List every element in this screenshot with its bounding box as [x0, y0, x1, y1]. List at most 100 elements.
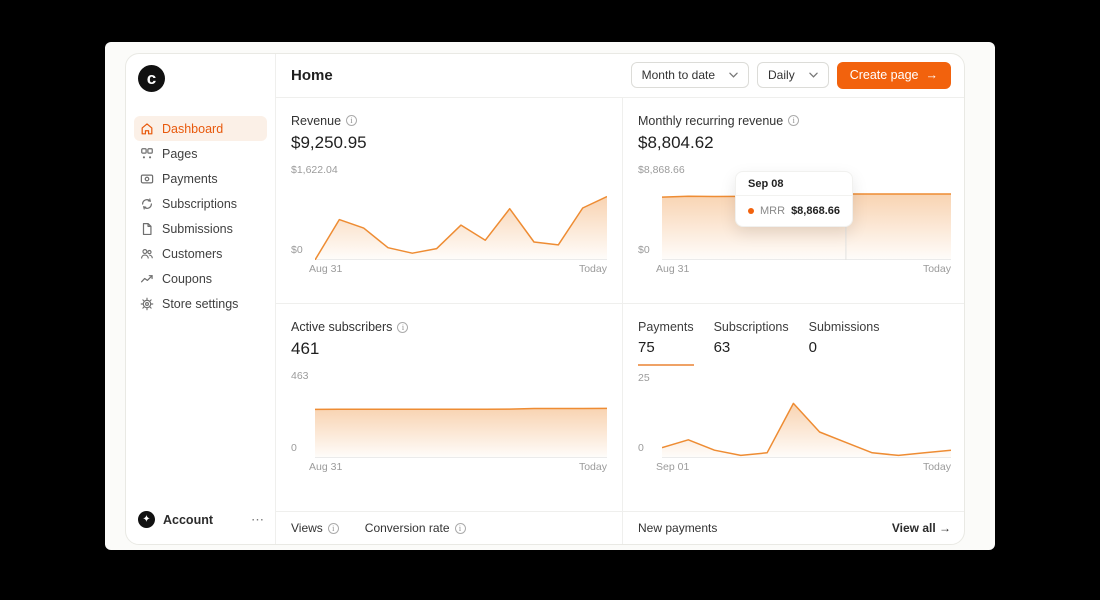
new-payments-label: New payments: [638, 521, 718, 536]
y-axis-min-label: $0: [291, 243, 303, 256]
mrr-chart[interactable]: [662, 180, 951, 260]
info-icon[interactable]: i: [346, 115, 358, 127]
y-axis-min-label: $0: [638, 243, 650, 256]
views-metric[interactable]: Views i: [291, 521, 339, 535]
sidebar-item-submissions[interactable]: Submissions: [134, 216, 267, 241]
x-axis-end-label: Today: [922, 262, 951, 275]
tooltip-date: Sep 08: [736, 172, 852, 196]
mrr-panel: Monthly recurring revenue i $8,804.62 $8…: [623, 98, 964, 304]
sidebar-item-label: Submissions: [162, 221, 233, 236]
tab-value: 75: [638, 339, 655, 357]
sidebar-item-coupons[interactable]: Coupons: [134, 266, 267, 291]
sidebar-item-label: Store settings: [162, 296, 239, 311]
interval-select[interactable]: Daily: [757, 62, 829, 89]
brand-logo: c: [138, 65, 165, 92]
account-avatar: ✦: [138, 511, 155, 528]
tab-subscriptions[interactable]: Subscriptions 63: [714, 320, 789, 366]
chevron-down-icon: [808, 73, 818, 79]
revenue-chart[interactable]: [315, 180, 607, 260]
conversion-rate-metric[interactable]: Conversion rate i: [365, 521, 466, 535]
ellipsis-menu-icon[interactable]: ⋯: [251, 511, 265, 527]
y-axis-min-label: 0: [638, 442, 644, 455]
y-axis-min-label: 0: [291, 442, 297, 455]
revenue-value: $9,250.95: [291, 132, 367, 152]
sidebar-item-label: Customers: [162, 246, 223, 261]
tab-payments[interactable]: Payments 75: [638, 320, 694, 367]
dashboard-card: c Dashboard Pages: [125, 53, 965, 545]
info-icon[interactable]: i: [454, 522, 466, 534]
home-icon: [140, 122, 154, 136]
y-axis-max-label: $8,868.66: [638, 163, 685, 176]
views-label: Views: [291, 521, 323, 536]
app-window: c Dashboard Pages: [105, 42, 995, 550]
revenue-title: Revenue: [291, 113, 342, 128]
refresh-icon: [140, 197, 154, 211]
info-icon[interactable]: i: [327, 522, 339, 534]
revenue-chart-wrap: $1,622.04 $0 Aug 31 Today: [291, 164, 607, 275]
info-icon[interactable]: i: [788, 115, 800, 127]
trending-up-icon: [140, 272, 154, 286]
revenue-panel: Revenue i $9,250.95 $1,622.04 $0 Aug 31 …: [276, 97, 623, 304]
sidebar-item-customers[interactable]: Customers: [134, 241, 267, 266]
view-all-link[interactable]: View all →: [891, 521, 951, 536]
create-page-label: Create page: [849, 68, 919, 83]
y-axis-max-label: 25: [638, 372, 650, 385]
sidebar-item-subscriptions[interactable]: Subscriptions: [134, 191, 267, 216]
sidebar: c Dashboard Pages: [126, 54, 276, 544]
date-range-select[interactable]: Month to date: [630, 62, 750, 89]
sidebar-item-label: Payments: [162, 171, 218, 186]
users-icon: [140, 247, 154, 261]
views-conversion-panel: Views i Conversion rate i: [276, 512, 623, 544]
sidebar-item-label: Coupons: [162, 271, 213, 286]
tab-submissions[interactable]: Submissions 0: [809, 320, 880, 366]
sidebar-item-label: Subscriptions: [162, 196, 238, 211]
sidebar-item-store-settings[interactable]: Store settings: [134, 291, 267, 316]
sidebar-item-pages[interactable]: Pages: [134, 141, 267, 166]
subscribers-value: 461: [291, 339, 320, 359]
footer-row: Views i Conversion rate i New payments V…: [276, 511, 964, 544]
account-label: Account: [163, 512, 213, 527]
x-axis-end-label: Today: [578, 262, 607, 275]
activity-panel: Payments 75 Subscriptions 63 Submissions…: [623, 304, 964, 511]
sidebar-nav: Dashboard Pages Payments: [134, 116, 267, 316]
tab-label: Payments: [638, 320, 694, 335]
charts-row-1: Revenue i $9,250.95 $1,622.04 $0 Aug 31 …: [276, 97, 964, 305]
info-icon[interactable]: i: [397, 321, 409, 333]
x-axis-start-label: Aug 31: [309, 262, 343, 275]
tooltip-series: MRR: [760, 204, 786, 217]
mrr-chart-wrap: $8,868.66 $0 Aug 31 Today: [638, 164, 951, 275]
conversion-rate-label: Conversion rate: [364, 521, 450, 536]
y-axis-max-label: $1,622.04: [291, 163, 338, 176]
subscribers-title: Active subscribers: [291, 320, 393, 335]
subscribers-chart-wrap: 463 0 Aug 31 Today: [291, 370, 607, 473]
activity-chart-wrap: 25 0 Sep 01 Today: [638, 372, 951, 473]
charts-row-2: Active subscribers i 461 463 0 Aug 31 To…: [276, 304, 964, 512]
sidebar-item-label: Dashboard: [162, 121, 224, 136]
x-axis-end-label: Today: [578, 461, 607, 474]
x-axis-start-label: Aug 31: [656, 262, 690, 275]
main-content: Home Month to date Daily Create page →: [276, 54, 964, 544]
new-payments-panel: New payments View all →: [623, 512, 964, 544]
x-axis-end-label: Today: [922, 461, 951, 474]
subscribers-chart[interactable]: [315, 386, 607, 459]
date-range-value: Month to date: [641, 68, 716, 83]
page-title: Home: [291, 66, 333, 84]
tab-value: 0: [808, 339, 817, 357]
page-header: Home Month to date Daily Create page →: [276, 54, 964, 98]
x-axis-start-label: Aug 31: [309, 461, 343, 474]
create-page-button[interactable]: Create page →: [836, 61, 951, 89]
chevron-down-icon: [729, 73, 738, 79]
sidebar-item-dashboard[interactable]: Dashboard: [134, 116, 267, 141]
sidebar-item-label: Pages: [162, 146, 198, 161]
arrow-right-icon: →: [925, 68, 939, 83]
activity-chart[interactable]: [662, 388, 951, 459]
mrr-title: Monthly recurring revenue: [638, 113, 784, 128]
file-icon: [140, 222, 154, 236]
banknote-icon: [140, 172, 154, 186]
account-row[interactable]: ✦ Account ⋯: [138, 511, 265, 528]
activity-tabs: Payments 75 Subscriptions 63 Submissions…: [638, 320, 951, 367]
interval-value: Daily: [768, 68, 795, 83]
series-dot-icon: [748, 207, 754, 214]
tab-value: 63: [713, 339, 731, 357]
sidebar-item-payments[interactable]: Payments: [134, 166, 267, 191]
